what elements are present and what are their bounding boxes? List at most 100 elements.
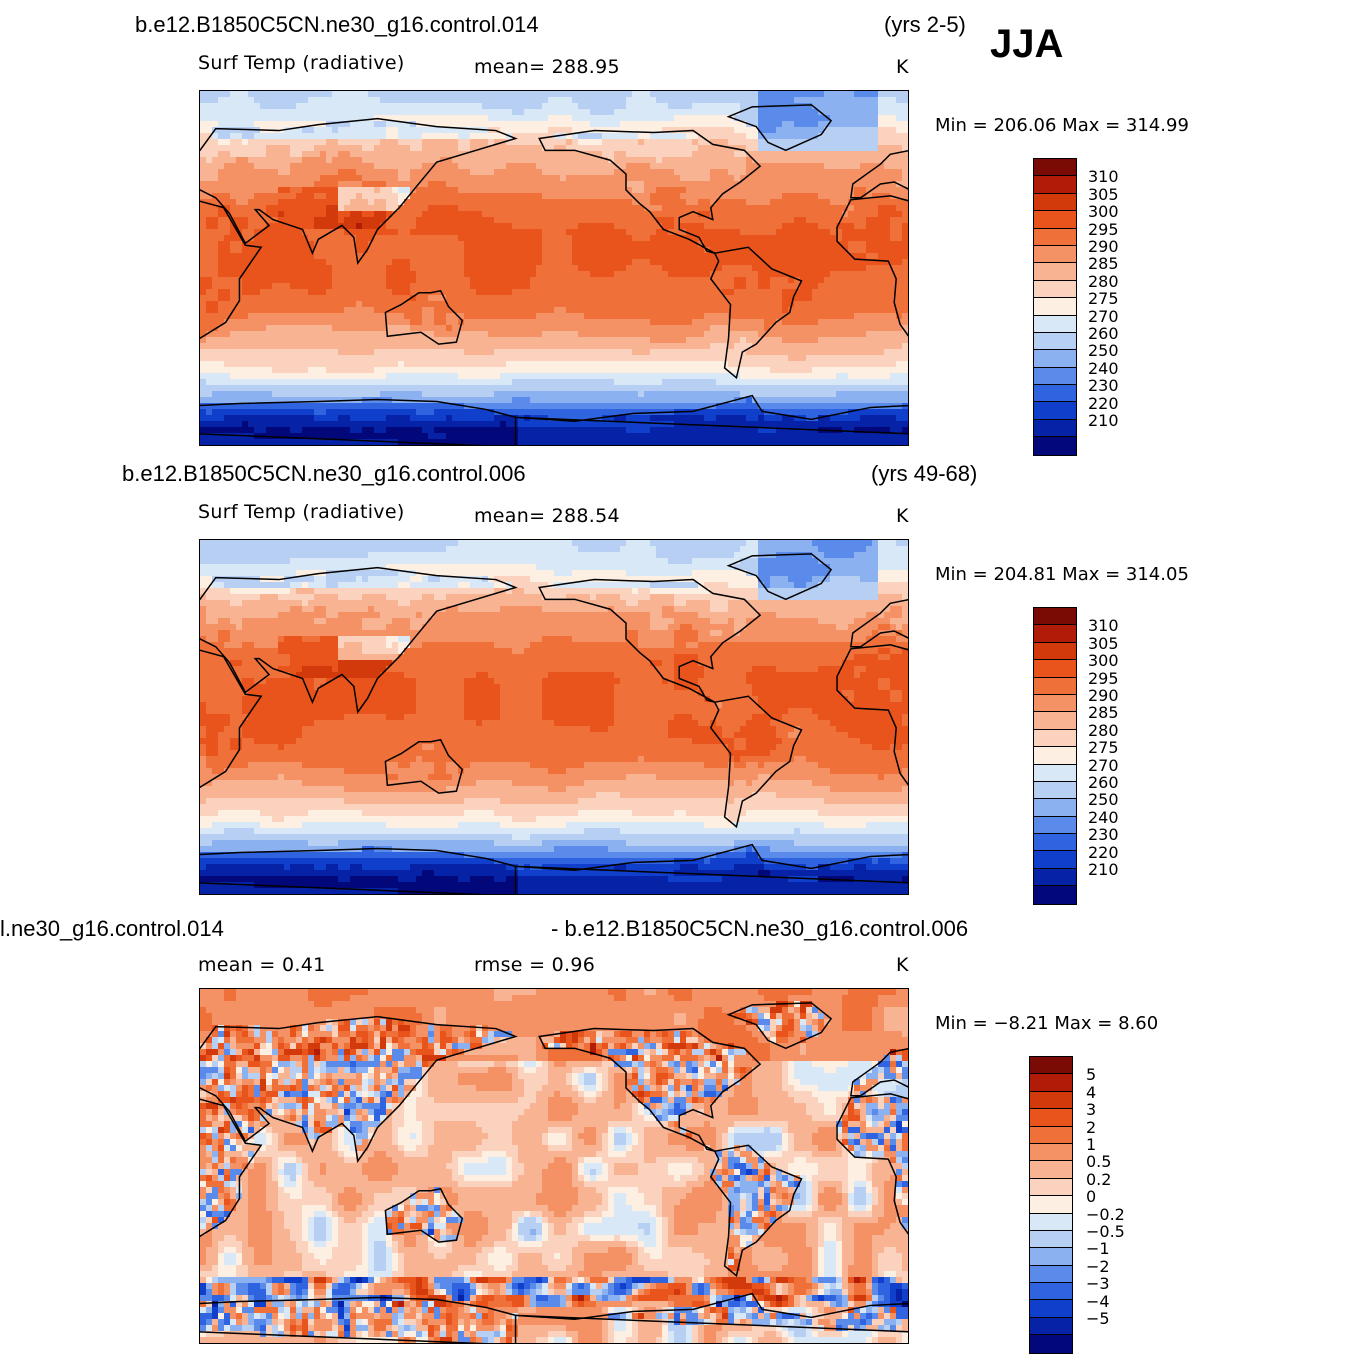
colorbar bbox=[1033, 158, 1077, 456]
field-cells bbox=[200, 91, 908, 445]
colorbar-box bbox=[1034, 402, 1076, 420]
colorbar-tick-label: 305 bbox=[1088, 635, 1119, 652]
panel-control: b.e12.B1850C5CN.ne30_g16.control.006 (yr… bbox=[0, 449, 1358, 905]
colorbar-box bbox=[1030, 1230, 1072, 1249]
colorbar-box bbox=[1030, 1283, 1072, 1301]
panel-test: b.e12.B1850C5CN.ne30_g16.control.014 (yr… bbox=[0, 0, 1358, 456]
colorbar-box bbox=[1034, 176, 1076, 194]
variable-label: Surf Temp (radiative) bbox=[198, 52, 405, 74]
colorbar-tick-label: 285 bbox=[1088, 705, 1119, 721]
colorbar-box bbox=[1030, 1265, 1072, 1284]
colorbar-tick-label: 3 bbox=[1086, 1102, 1096, 1118]
colorbar-tick-label: −0.5 bbox=[1086, 1224, 1125, 1240]
colorbar bbox=[1033, 607, 1077, 905]
rmse-label: rmse = 0.96 bbox=[474, 954, 595, 976]
colorbar-tick-label: 2 bbox=[1086, 1119, 1096, 1136]
colorbar-box bbox=[1034, 315, 1076, 333]
colorbar-tick-label: 240 bbox=[1088, 809, 1119, 826]
colorbar-box bbox=[1034, 332, 1076, 351]
years-label: (yrs 49-68) bbox=[871, 461, 977, 487]
colorbar-box bbox=[1034, 712, 1076, 730]
colorbar-tick-label: 285 bbox=[1088, 256, 1119, 272]
colorbar-box bbox=[1030, 1300, 1072, 1318]
coastlines bbox=[200, 104, 908, 445]
colorbar-box bbox=[1034, 193, 1076, 212]
colorbar-box bbox=[1034, 350, 1076, 368]
colorbar-tick-label: 310 bbox=[1088, 169, 1119, 185]
case-title: b.e12.B1850C5CN.ne30_g16.control.006 bbox=[122, 461, 526, 487]
colorbar-box bbox=[1034, 280, 1076, 299]
units-label: K bbox=[896, 505, 909, 527]
colorbar-tick-label: −2 bbox=[1086, 1258, 1110, 1275]
colorbar-tick-label: 220 bbox=[1088, 395, 1119, 412]
colorbar-tick-label: 210 bbox=[1088, 413, 1119, 429]
panel-difference: l.ne30_g16.control.014 - b.e12.B1850C5CN… bbox=[0, 898, 1358, 1354]
colorbar-box bbox=[1034, 886, 1076, 904]
colorbar-tick-label: 0.5 bbox=[1086, 1154, 1111, 1170]
colorbar-box bbox=[1030, 1074, 1072, 1092]
colorbar-box bbox=[1034, 781, 1076, 800]
colorbar-box bbox=[1034, 764, 1076, 782]
colorbar-tick-label: 275 bbox=[1088, 740, 1119, 756]
case-title-left: l.ne30_g16.control.014 bbox=[0, 916, 224, 942]
season-label: JJA bbox=[990, 22, 1063, 67]
colorbar-tick-label: 260 bbox=[1088, 326, 1119, 342]
colorbar-box bbox=[1034, 694, 1076, 713]
colorbar-box bbox=[1034, 419, 1076, 438]
colorbar-tick-label: −4 bbox=[1086, 1293, 1110, 1310]
units-label: K bbox=[896, 56, 909, 78]
minmax-label: Min = −8.21 Max = 8.60 bbox=[935, 1013, 1158, 1034]
minmax-label: Min = 206.06 Max = 314.99 bbox=[935, 115, 1189, 136]
colorbar-box bbox=[1034, 228, 1076, 246]
colorbar-tick-label: −3 bbox=[1086, 1276, 1110, 1292]
minmax-label: Min = 204.81 Max = 314.05 bbox=[935, 564, 1189, 585]
mean-label: mean= 288.54 bbox=[474, 505, 620, 527]
colorbar-box bbox=[1030, 1057, 1072, 1075]
units-label: K bbox=[896, 954, 909, 976]
colorbar-box bbox=[1030, 1126, 1072, 1144]
mean-label: mean = 0.41 bbox=[198, 954, 326, 976]
case-title-right: - b.e12.B1850C5CN.ne30_g16.control.006 bbox=[551, 916, 968, 942]
colorbar-box bbox=[1034, 642, 1076, 661]
colorbar-tick-label: 230 bbox=[1088, 827, 1119, 843]
colorbar bbox=[1029, 1056, 1073, 1354]
colorbar-tick-label: 270 bbox=[1088, 757, 1119, 774]
colorbar-box bbox=[1030, 1248, 1072, 1266]
colorbar-box bbox=[1030, 1196, 1072, 1214]
coastlines bbox=[200, 1002, 908, 1343]
colorbar-box bbox=[1034, 660, 1076, 678]
colorbar-tick-label: 290 bbox=[1088, 688, 1119, 704]
colorbar-tick-label: 290 bbox=[1088, 239, 1119, 255]
colorbar-tick-label: 310 bbox=[1088, 618, 1119, 634]
field-cells bbox=[200, 989, 908, 1343]
colorbar-box bbox=[1034, 851, 1076, 869]
colorbar-box bbox=[1034, 816, 1076, 835]
colorbar-box bbox=[1034, 367, 1076, 386]
colorbar-box bbox=[1034, 608, 1076, 626]
colorbar-tick-label: −0.2 bbox=[1086, 1206, 1125, 1223]
colorbar-tick-label: 0.2 bbox=[1086, 1171, 1111, 1188]
colorbar-tick-label: 280 bbox=[1088, 273, 1119, 290]
colorbar-tick-label: 295 bbox=[1088, 221, 1119, 238]
colorbar-box bbox=[1030, 1335, 1072, 1353]
variable-label: Surf Temp (radiative) bbox=[198, 501, 405, 523]
colorbar-tick-label: 270 bbox=[1088, 308, 1119, 325]
colorbar-tick-label: 0 bbox=[1086, 1189, 1096, 1205]
colorbar-tick-label: 275 bbox=[1088, 291, 1119, 307]
colorbar-tick-label: 210 bbox=[1088, 862, 1119, 878]
colorbar-tick-label: 295 bbox=[1088, 670, 1119, 687]
colorbar-box bbox=[1034, 298, 1076, 316]
colorbar-box bbox=[1034, 729, 1076, 748]
colorbar-box bbox=[1034, 625, 1076, 643]
colorbar-box bbox=[1034, 834, 1076, 852]
colorbar-tick-label: 1 bbox=[1086, 1137, 1096, 1153]
colorbar-box bbox=[1030, 1091, 1072, 1110]
coastlines bbox=[200, 553, 908, 894]
colorbar-box bbox=[1030, 1213, 1072, 1231]
colorbar-tick-label: 250 bbox=[1088, 343, 1119, 359]
colorbar-box bbox=[1030, 1143, 1072, 1162]
map-difference bbox=[199, 988, 909, 1344]
colorbar-box bbox=[1034, 245, 1076, 264]
colorbar-box bbox=[1030, 1178, 1072, 1197]
colorbar-box bbox=[1034, 868, 1076, 887]
